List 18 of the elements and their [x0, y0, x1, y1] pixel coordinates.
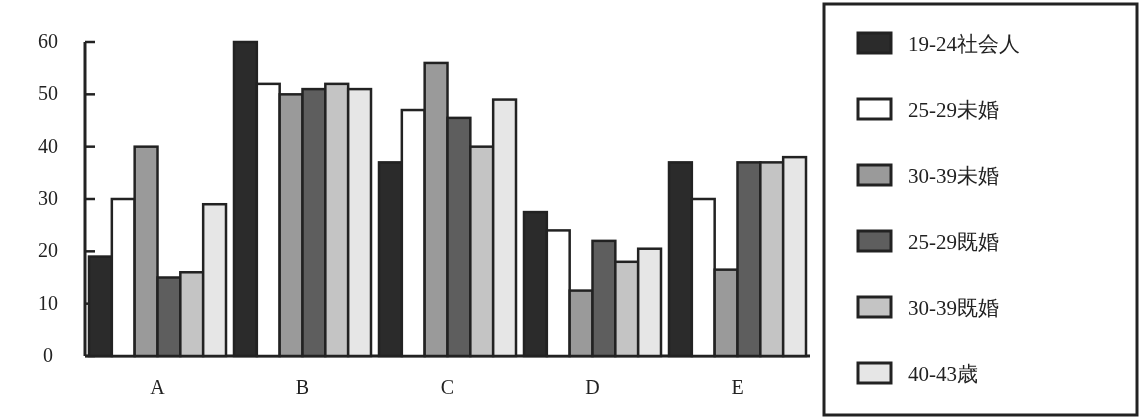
y-tick-label: 50 — [38, 82, 58, 105]
x-tick-label: E — [731, 376, 744, 398]
y-tick-label: 20 — [38, 239, 58, 262]
y-tick-label: 10 — [38, 291, 58, 314]
y-tick-label: 30 — [38, 187, 58, 209]
legend-label: 25-29既婚 — [908, 230, 999, 254]
y-tick-label: 0 — [43, 344, 53, 366]
y-tick-label: 60 — [38, 30, 58, 52]
legend-label: 30-39未婚 — [908, 164, 999, 188]
legend-label: 25-29未婚 — [908, 98, 999, 122]
x-tick-label: C — [440, 376, 455, 398]
legend-label: 19-24社会人 — [908, 32, 1020, 56]
y-tick-label: 40 — [38, 134, 58, 157]
x-tick-label: B — [295, 376, 310, 398]
legend-label: 30-39既婚 — [908, 296, 999, 320]
legend-label: 40-43歳 — [908, 362, 978, 386]
x-tick-label: A — [150, 376, 166, 398]
x-tick-label: D — [585, 376, 600, 398]
